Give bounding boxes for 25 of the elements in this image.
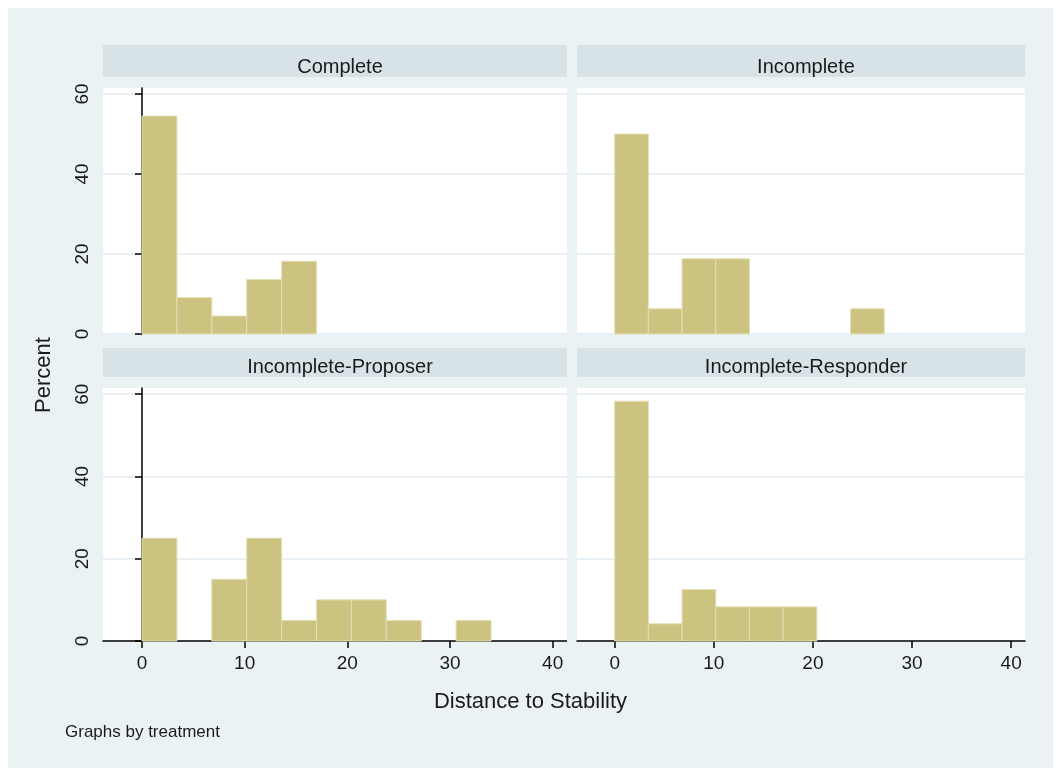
x-tick-label: 20 [802, 652, 824, 673]
x-tick-label: 0 [609, 652, 620, 673]
x-tick-label: 30 [439, 652, 461, 673]
chart-title: Incomplete-Proposer [247, 355, 434, 377]
chart-title: Complete [297, 55, 383, 77]
chart-title: Incomplete [757, 55, 855, 77]
y-tick-label: 60 [71, 83, 92, 105]
x-tick-label: 40 [1000, 652, 1022, 673]
x-tick-label: 30 [901, 652, 923, 673]
x-tick-label: 40 [542, 652, 564, 673]
x-tick-label: 10 [703, 652, 725, 673]
x-tick-label: 10 [234, 652, 256, 673]
x-tick-label: 20 [336, 652, 358, 673]
chart-title: Incomplete-Responder [704, 355, 908, 377]
y-axis-title: Percent [30, 336, 56, 415]
x-axis-title: Distance to Stability [432, 688, 629, 714]
y-tick-label: 60 [71, 383, 92, 405]
y-tick-label: 0 [71, 328, 92, 340]
y-tick-label: 40 [71, 163, 92, 185]
x-tick-label: 0 [136, 652, 148, 673]
y-tick-label: 40 [71, 465, 92, 488]
text: Graphs by treatment [65, 722, 220, 742]
y-tick-label: 0 [71, 635, 92, 647]
y-tick-label: 20 [71, 243, 92, 265]
y-tick-label: 20 [71, 548, 92, 570]
